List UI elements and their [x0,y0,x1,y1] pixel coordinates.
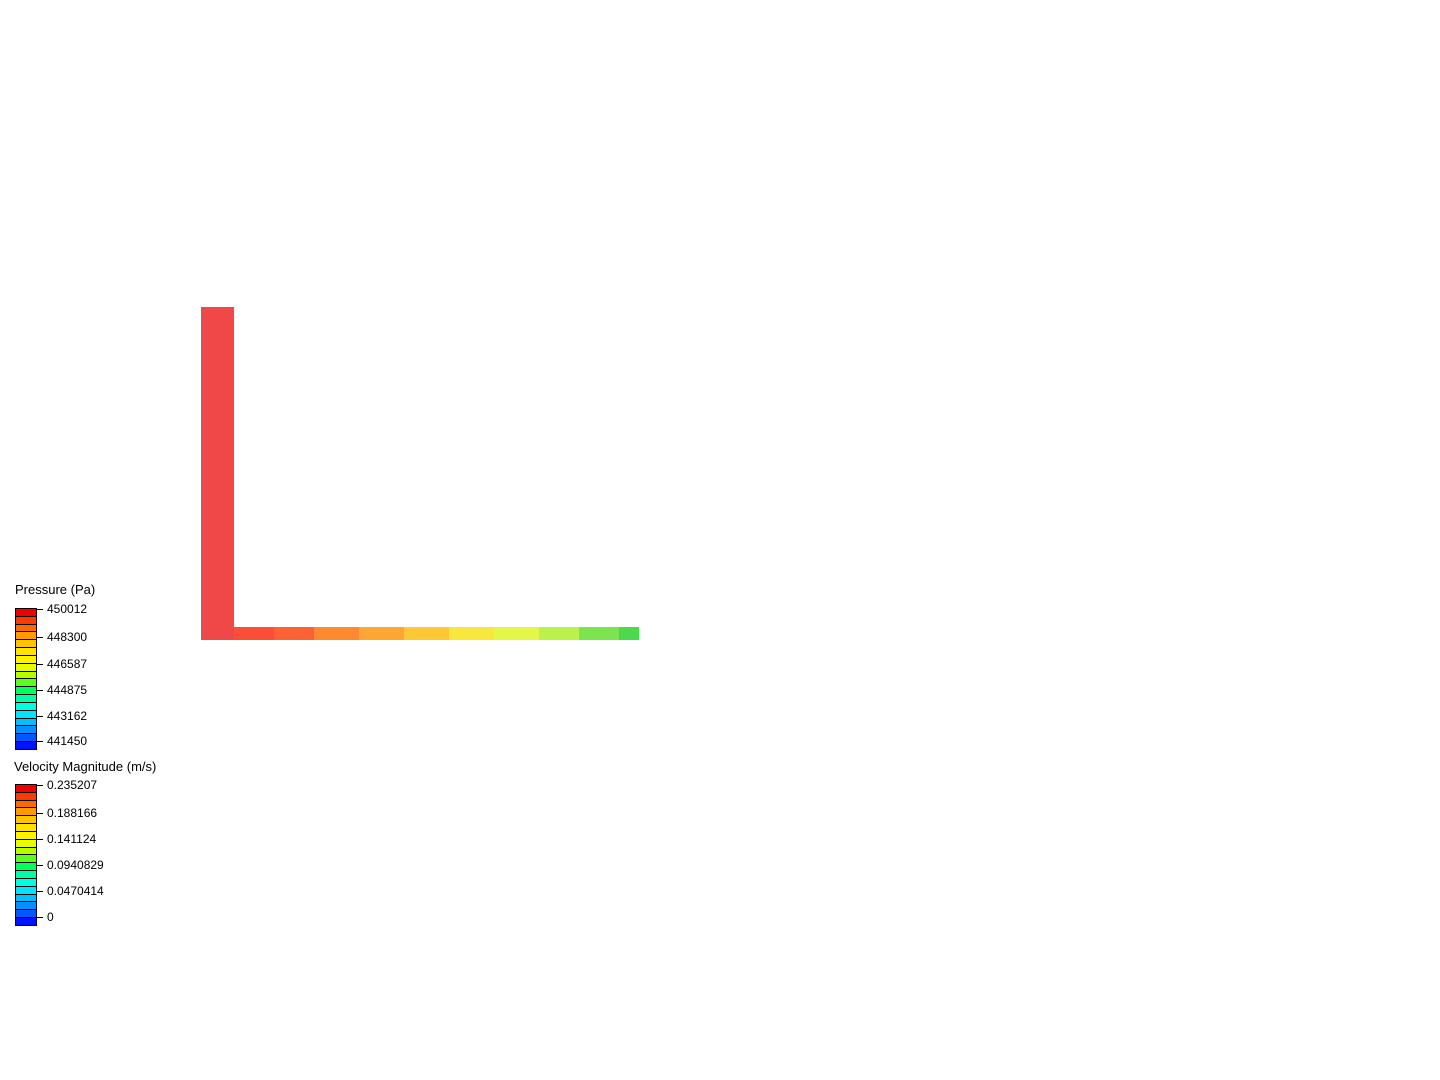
legend-band [16,785,36,793]
legend-band [16,742,36,749]
legend-band [16,871,36,879]
pressure-legend-title: Pressure (Pa) [15,582,95,597]
pipe-segment [449,627,494,640]
tick-mark [37,637,43,638]
legend-band [16,816,36,824]
tick-mark [37,609,43,610]
legend-tick: 0.0940829 [37,858,104,872]
tick-mark [37,716,43,717]
legend-band [16,902,36,910]
pipe-segment [234,627,274,640]
velocity-legend-colorbar [15,784,37,926]
legend-band [16,879,36,887]
legend-band [16,895,36,903]
legend-band [16,910,36,918]
legend-band [16,687,36,695]
legend-band [16,918,36,925]
tick-label: 0.188166 [47,806,97,820]
pipe-segment [539,627,579,640]
tick-label: 0 [47,910,54,924]
legend-band [16,801,36,809]
legend-band [16,824,36,832]
legend-tick: 0.188166 [37,806,97,820]
tick-label: 446587 [47,657,87,671]
legend-band [16,695,36,703]
tick-label: 443162 [47,709,87,723]
legend-band [16,640,36,648]
legend-tick: 443162 [37,709,87,723]
legend-band [16,832,36,840]
legend-band [16,625,36,633]
legend-band [16,656,36,664]
tick-mark [37,917,43,918]
legend-tick: 446587 [37,657,87,671]
tick-label: 448300 [47,630,87,644]
legend-band [16,703,36,711]
legend-tick: 0 [37,910,54,924]
tick-mark [37,741,43,742]
legend-band [16,609,36,617]
pressure-legend-colorbar [15,608,37,750]
visualization-canvas: Pressure (Pa) 450012 448300 446587 444875 44… [0,0,1440,1080]
tick-label: 441450 [47,734,87,748]
legend-band [16,855,36,863]
tick-mark [37,813,43,814]
legend-band [16,887,36,895]
legend-band [16,648,36,656]
tick-mark [37,785,43,786]
pipe-segment [201,627,234,640]
legend-tick: 448300 [37,630,87,644]
legend-band [16,719,36,727]
pipe-segment [314,627,359,640]
pipe-segment [274,627,314,640]
legend-band [16,734,36,742]
legend-tick: 444875 [37,683,87,697]
tick-label: 0.0940829 [47,858,104,872]
legend-band [16,679,36,687]
horizontal-pipe-field [201,627,639,640]
tick-mark [37,865,43,866]
legend-band [16,664,36,672]
tick-label: 0.235207 [47,778,97,792]
pipe-segment [359,627,404,640]
legend-band [16,793,36,801]
tick-label: 0.141124 [47,832,96,846]
tick-mark [37,839,43,840]
legend-band [16,863,36,871]
legend-band [16,617,36,625]
pipe-segment [404,627,449,640]
legend-band [16,726,36,734]
velocity-legend-title: Velocity Magnitude (m/s) [14,759,156,774]
pipe-segment [619,627,639,640]
legend-tick: 0.141124 [37,832,96,846]
legend-band [16,848,36,856]
tick-label: 450012 [47,602,87,616]
pipe-segment [579,627,619,640]
tick-label: 0.0470414 [47,884,104,898]
legend-band [16,632,36,640]
legend-band [16,808,36,816]
tick-mark [37,891,43,892]
legend-tick: 0.0470414 [37,884,104,898]
legend-tick: 0.235207 [37,778,97,792]
legend-band [16,672,36,680]
legend-band [16,711,36,719]
legend-band [16,840,36,848]
pipe-segment [494,627,539,640]
vertical-pipe-field [201,307,234,627]
tick-mark [37,690,43,691]
legend-tick: 441450 [37,734,87,748]
legend-tick: 450012 [37,602,87,616]
tick-label: 444875 [47,683,87,697]
tick-mark [37,664,43,665]
